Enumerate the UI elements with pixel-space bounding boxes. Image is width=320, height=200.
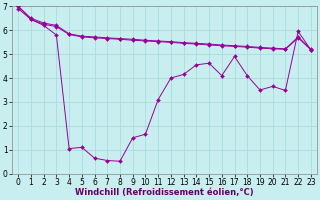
X-axis label: Windchill (Refroidissement éolien,°C): Windchill (Refroidissement éolien,°C) [75,188,254,197]
